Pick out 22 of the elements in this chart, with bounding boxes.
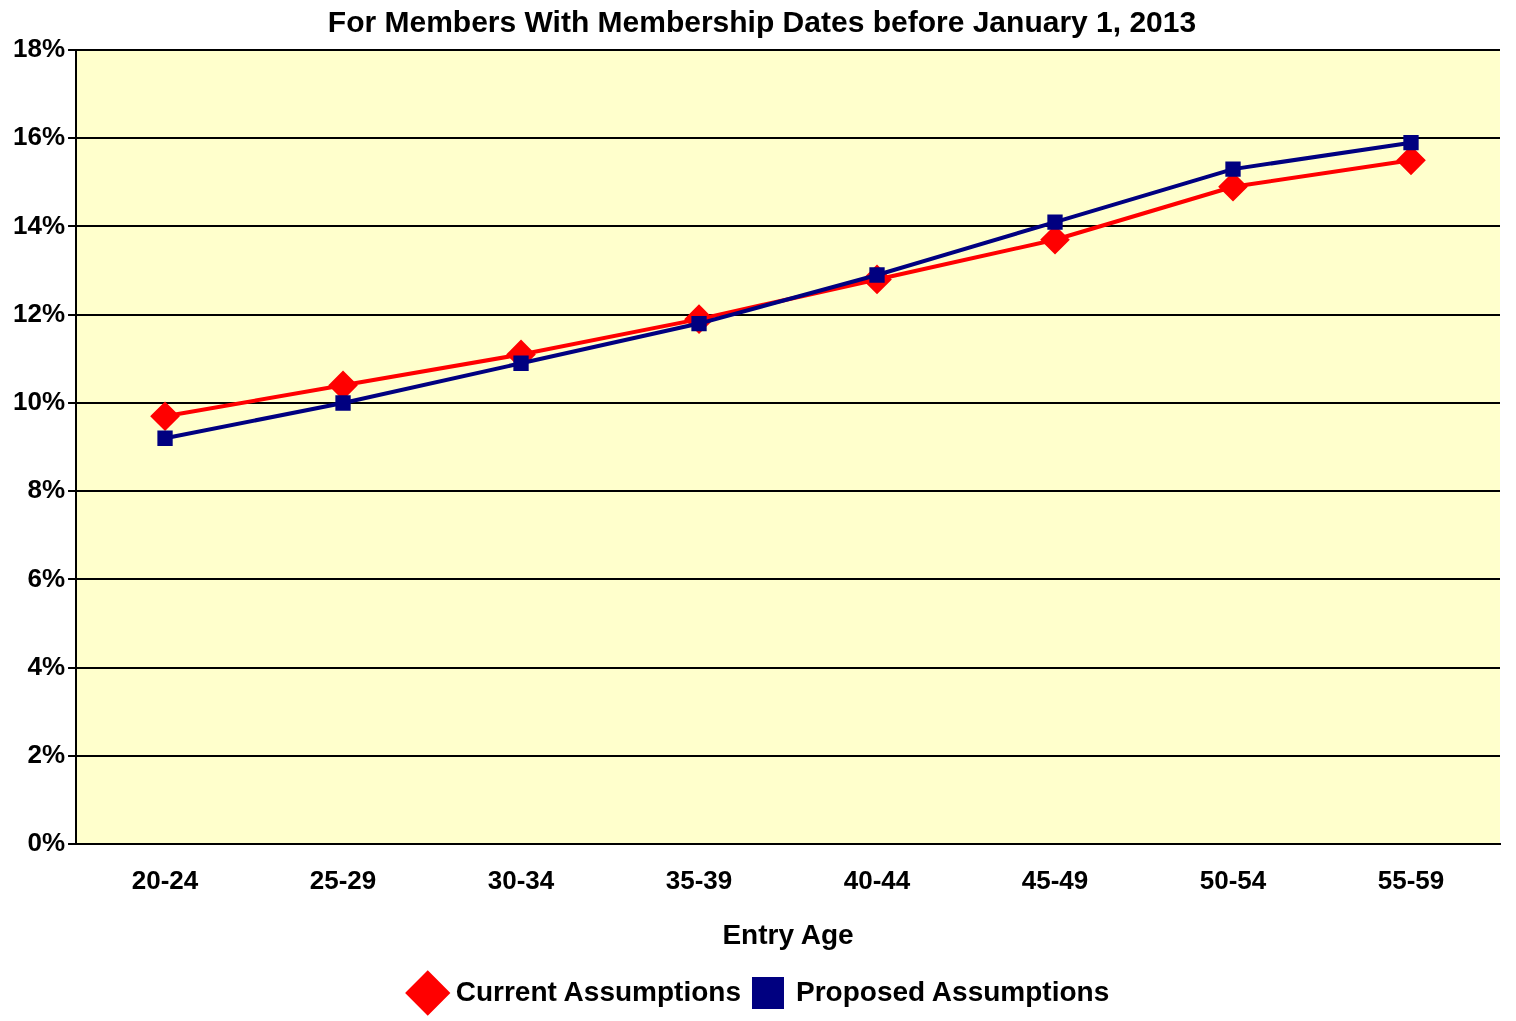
y-tick-label: 14% — [12, 209, 66, 240]
y-tick-label: 12% — [12, 297, 66, 328]
chart-title: For Members With Membership Dates before January 1, 2013 — [327, 5, 1197, 39]
y-tick-label: 6% — [27, 562, 66, 593]
legend-label: Current Assumptions — [455, 975, 741, 1007]
y-tick-label: 16% — [12, 121, 66, 152]
y-tick-label: 18% — [12, 33, 66, 64]
y-tick-label: 2% — [27, 739, 66, 770]
x-tick-label: 35-39 — [665, 864, 733, 895]
y-tick-label: 0% — [27, 827, 66, 858]
x-tick-label: 20-24 — [131, 864, 199, 895]
y-tick-label: 8% — [27, 474, 66, 505]
x-tick-label: 25-29 — [309, 864, 377, 895]
x-tick-label: 30-34 — [487, 864, 555, 895]
y-tick-label: 10% — [12, 386, 66, 417]
x-axis-title: Entry Age — [722, 918, 854, 950]
legend-label: Proposed Assumptions — [795, 975, 1110, 1007]
x-tick-label: 55-59 — [1377, 864, 1445, 895]
x-tick-label: 45-49 — [1021, 864, 1089, 895]
x-tick-label: 40-44 — [843, 864, 911, 895]
y-tick-label: 4% — [27, 650, 66, 681]
x-tick-label: 50-54 — [1199, 864, 1267, 895]
